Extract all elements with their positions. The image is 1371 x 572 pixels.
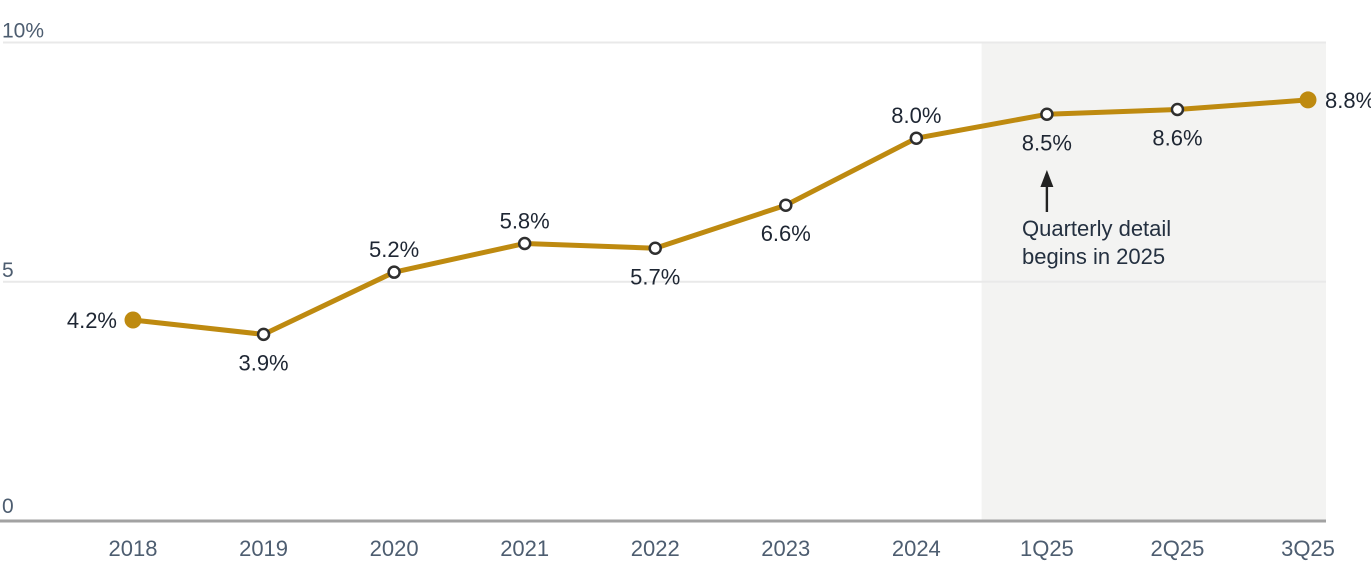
x-tick-label-2024: 2024 xyxy=(892,536,941,561)
data-point-marker-1Q25 xyxy=(1040,107,1054,122)
data-point-marker-3Q25 xyxy=(1299,91,1317,109)
x-tick-label-2023: 2023 xyxy=(761,536,810,561)
data-point-label-2020: 5.2% xyxy=(369,237,419,262)
x-tick-label-2019: 2019 xyxy=(239,536,288,561)
x-tick-label-3Q25: 3Q25 xyxy=(1281,536,1335,561)
data-point-marker-2021 xyxy=(517,236,532,251)
annotation-text-line2: begins in 2025 xyxy=(1022,244,1166,269)
x-tick-label-2020: 2020 xyxy=(370,536,419,561)
annotation-text-line1: Quarterly detail xyxy=(1022,216,1172,241)
y-tick-label-10: 10% xyxy=(2,20,44,43)
up-arrow-head-icon xyxy=(1040,170,1054,187)
x-tick-label-2022: 2022 xyxy=(631,536,680,561)
data-point-label-2024: 8.0% xyxy=(891,103,941,128)
data-point-marker-2018 xyxy=(124,311,142,329)
data-point-marker-2022 xyxy=(648,241,662,256)
x-tick-label-1Q25: 1Q25 xyxy=(1020,536,1074,561)
data-point-marker-2023 xyxy=(779,198,793,212)
y-tick-label-5: 5 xyxy=(2,259,14,282)
data-point-marker-2020 xyxy=(387,265,401,279)
data-point-marker-2019 xyxy=(256,327,271,342)
x-tick-label-2Q25: 2Q25 xyxy=(1151,536,1205,561)
data-point-label-2019: 3.9% xyxy=(238,350,288,375)
x-tick-label-2021: 2021 xyxy=(500,536,549,561)
data-point-label-2018: 4.2% xyxy=(67,308,117,333)
data-point-marker-2024 xyxy=(909,131,924,145)
data-point-label-1Q25: 8.5% xyxy=(1022,130,1072,155)
data-point-marker-2Q25 xyxy=(1170,102,1185,117)
annotation-quarterly-detail: Quarterly detail begins in 2025 xyxy=(1022,215,1171,271)
data-point-label-2021: 5.8% xyxy=(500,208,550,233)
data-point-label-2022: 5.7% xyxy=(630,264,680,289)
data-point-label-2Q25: 8.6% xyxy=(1152,125,1202,150)
data-point-label-3Q25: 8.8% xyxy=(1325,88,1371,113)
x-tick-label-2018: 2018 xyxy=(109,536,158,561)
data-line xyxy=(130,97,1311,337)
y-tick-label-0: 0 xyxy=(2,495,14,518)
data-point-label-2023: 6.6% xyxy=(761,221,811,246)
